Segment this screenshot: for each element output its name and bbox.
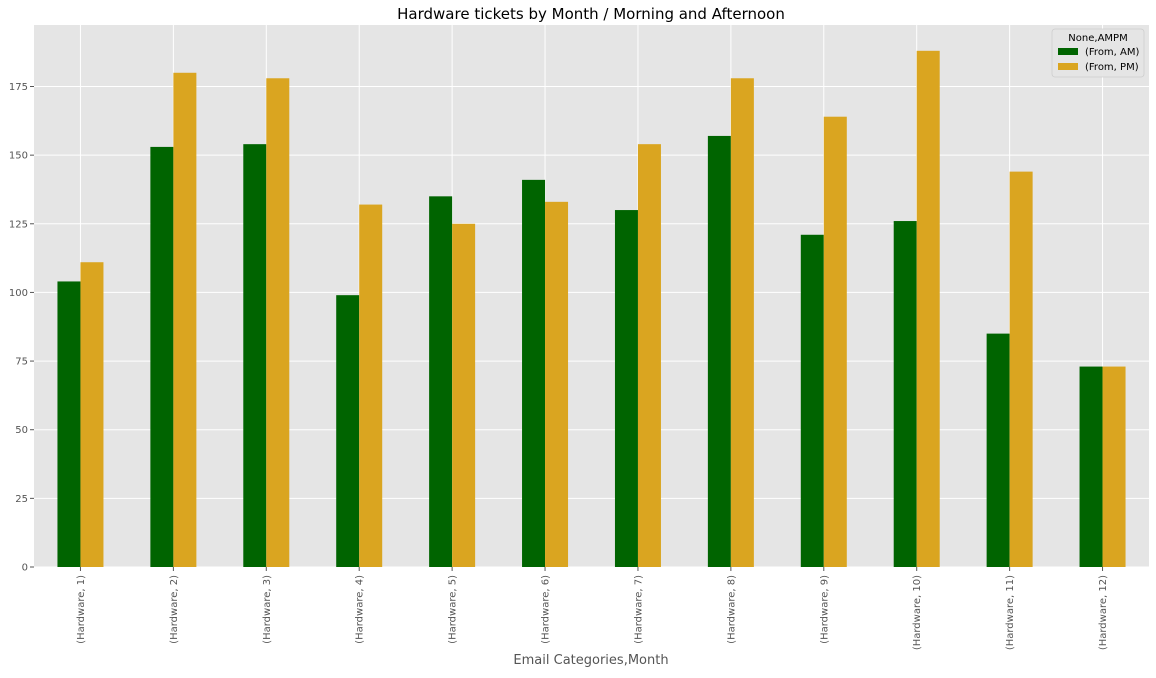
bar-pm-3	[266, 78, 290, 567]
bar-pm-2	[173, 72, 197, 567]
plot-area	[34, 25, 1149, 567]
bar-am-11	[986, 333, 1010, 567]
bar-am-2	[150, 146, 174, 567]
x-tick-label: (Hardware, 7)	[633, 575, 644, 644]
y-tick-label: 50	[15, 425, 28, 436]
legend-title: None,AMPM	[1068, 33, 1127, 44]
y-tick-label: 150	[9, 151, 28, 162]
x-axis-ticks: (Hardware, 1) (Hardware, 2) (Hardware, 3) (…	[76, 567, 1109, 650]
x-tick-label: (Hardware, 9)	[819, 575, 830, 644]
bar-pm-1	[80, 262, 104, 567]
bar-pm-7	[637, 144, 661, 567]
bar-pm-4	[359, 204, 383, 567]
x-tick-label: (Hardware, 5)	[448, 575, 459, 644]
x-tick-label: (Hardware, 4)	[355, 575, 366, 644]
legend-swatch-pm	[1058, 63, 1078, 70]
x-tick-label: (Hardware, 2)	[169, 575, 180, 644]
x-tick-label: (Hardware, 8)	[726, 575, 737, 644]
legend: None,AMPM (From, AM) (From, PM)	[1051, 28, 1145, 78]
y-tick-label: 100	[9, 288, 28, 299]
x-tick-label: (Hardware, 10)	[912, 575, 923, 650]
chart-title: Hardware tickets by Month / Morning and …	[397, 5, 785, 23]
bar-am-8	[707, 135, 731, 568]
bars	[57, 50, 1126, 568]
bar-pm-9	[823, 116, 847, 567]
bar-am-9	[800, 234, 824, 567]
bar-am-5	[429, 196, 453, 568]
x-axis-label: Email Categories,Month	[513, 653, 668, 668]
bar-pm-10	[916, 50, 940, 568]
bar-pm-5	[452, 223, 476, 567]
bar-am-12	[1079, 366, 1103, 567]
x-tick-label: (Hardware, 6)	[541, 575, 552, 644]
bar-pm-6	[545, 201, 569, 567]
bar-am-1	[57, 281, 81, 567]
x-tick-label: (Hardware, 12)	[1098, 575, 1109, 650]
bar-am-3	[243, 144, 267, 567]
y-tick-label: 175	[9, 82, 28, 93]
x-tick-label: (Hardware, 1)	[76, 575, 87, 644]
x-tick-label: (Hardware, 3)	[262, 575, 273, 644]
legend-label-am: (From, AM)	[1085, 47, 1140, 58]
bar-pm-11	[1009, 171, 1033, 567]
y-tick-label: 125	[9, 219, 28, 230]
x-tick-label: (Hardware, 11)	[1005, 575, 1016, 650]
y-tick-label: 75	[15, 357, 28, 368]
legend-label-pm: (From, PM)	[1085, 62, 1139, 73]
y-tick-label: 0	[22, 563, 28, 574]
bar-am-10	[893, 221, 917, 568]
bar-am-6	[522, 179, 546, 567]
y-tick-label: 25	[15, 494, 28, 505]
bar-pm-12	[1102, 366, 1126, 567]
bar-pm-8	[730, 78, 754, 567]
legend-swatch-am	[1058, 48, 1078, 55]
y-axis-ticks: 0 25 50 75 100 125 150 175	[9, 82, 34, 574]
bar-am-7	[614, 210, 638, 567]
bar-am-4	[336, 295, 360, 567]
legend-entries: (From, AM) (From, PM)	[1058, 47, 1140, 73]
